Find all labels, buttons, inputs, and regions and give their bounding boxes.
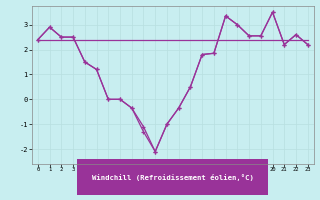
- X-axis label: Windchill (Refroidissement éolien,°C): Windchill (Refroidissement éolien,°C): [92, 174, 254, 181]
